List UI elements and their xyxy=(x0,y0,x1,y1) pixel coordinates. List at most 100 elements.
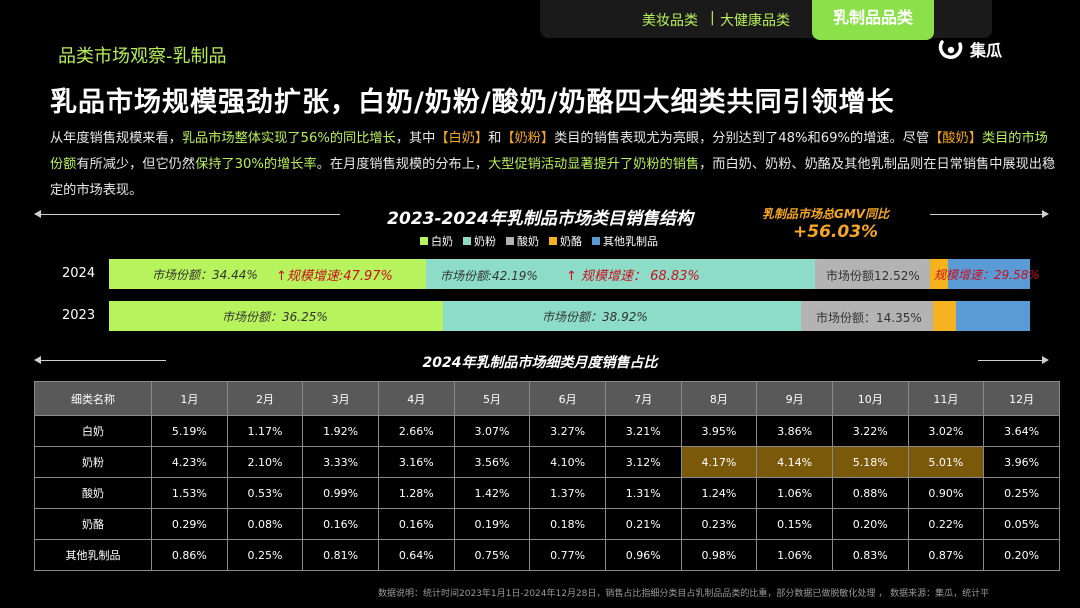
table-cell: 3.96% xyxy=(983,446,1060,478)
table-cell: 0.96% xyxy=(604,539,682,571)
table-header-cell: 2月 xyxy=(226,381,304,416)
para-text: 。在月度销售规模的分布上， xyxy=(316,157,489,172)
para-text: 和 xyxy=(488,131,502,146)
table-cell: 0.81% xyxy=(302,539,379,571)
table-cell: 0.16% xyxy=(377,508,455,540)
table-cell: 0.20% xyxy=(983,539,1060,571)
table-cell: 0.21% xyxy=(604,508,682,540)
table-cell: 1.37% xyxy=(529,477,606,509)
table-cell: 0.20% xyxy=(831,508,909,540)
table-cell: 0.90% xyxy=(907,477,985,509)
table-cell: 1.92% xyxy=(302,415,379,447)
row-category-name: 奶粉 xyxy=(34,446,152,478)
legend-swatch xyxy=(549,237,557,245)
row-category-name: 白奶 xyxy=(34,415,152,447)
bar-segment xyxy=(109,301,443,331)
tab-dairy[interactable]: 乳制品品类 xyxy=(812,0,934,40)
legend-swatch xyxy=(506,237,514,245)
label-2023-milk-share: 市场份额：36.25% xyxy=(222,310,328,324)
legend-swatch xyxy=(592,237,600,245)
para-highlight: 大型促销活动显著提升了奶粉的销售 xyxy=(488,157,700,172)
year-label-2023: 2023 xyxy=(62,308,96,323)
table-cell: 2.66% xyxy=(377,415,455,447)
bar-segment xyxy=(426,259,815,289)
arrow-right-icon xyxy=(1042,356,1049,364)
label-2024-powder-growth: ↑ 规模增速： 68.83% xyxy=(566,269,700,284)
table-header-cell: 12月 xyxy=(983,381,1060,416)
legend-label: 白奶 xyxy=(431,235,453,248)
table-cell: 3.21% xyxy=(604,415,682,447)
label-2024-yogurt-share: 市场份额12.52% xyxy=(826,269,920,283)
para-tag-yogurt: 【酸奶】 xyxy=(929,131,982,146)
table-cell: 0.25% xyxy=(983,477,1060,509)
chart-title: 2023-2024年乳制品市场类目销售结构 xyxy=(387,209,693,229)
table-cell: 0.19% xyxy=(453,508,531,540)
table-cell: 0.83% xyxy=(831,539,909,571)
table-cell: 0.25% xyxy=(226,539,304,571)
row-category-name: 其他乳制品 xyxy=(34,539,152,571)
arrow-left-icon xyxy=(34,356,41,364)
brand-logo: 集瓜 xyxy=(938,34,1002,64)
table-cell: 0.77% xyxy=(529,539,606,571)
table-title: 2024年乳制品市场细类月度销售占比 xyxy=(422,355,658,371)
table-header-cell: 9月 xyxy=(756,381,833,416)
table-cell: 0.08% xyxy=(226,508,304,540)
bar-segment xyxy=(442,301,802,331)
table-cell: 3.02% xyxy=(907,415,985,447)
bar-segment xyxy=(801,301,934,331)
legend-label: 其他乳制品 xyxy=(603,235,658,248)
bar-row-2023 xyxy=(109,301,1030,331)
legend-swatch xyxy=(420,237,428,245)
table-header-cell: 1月 xyxy=(151,381,228,416)
legend-item: 奶粉 xyxy=(463,233,496,249)
legend-item: 奶酪 xyxy=(549,233,582,249)
table-header-cell: 4月 xyxy=(377,381,455,416)
table-cell: 0.53% xyxy=(226,477,304,509)
table-cell: 1.06% xyxy=(756,477,833,509)
para-highlight: 保持了30%的增长率 xyxy=(195,157,317,172)
table-cell: 1.17% xyxy=(226,415,304,447)
label-2024-milk-growth: ↑规模增速:47.97% xyxy=(276,269,393,284)
footnote: 数据说明：统计时间2023年1月1日-2024年12月28日，销售占比指细分类目… xyxy=(378,589,990,599)
table-cell: 4.14% xyxy=(756,446,833,478)
table-cell: 5.18% xyxy=(831,446,909,478)
table-cell: 1.53% xyxy=(151,477,228,509)
table-cell: 0.64% xyxy=(377,539,455,571)
table-cell: 3.16% xyxy=(377,446,455,478)
tab-beauty[interactable]: 美妆品类 xyxy=(642,13,698,29)
table-cell: 1.42% xyxy=(453,477,531,509)
table-header-row: 细类名称 1月 2月 3月 4月 5月 6月 7月 8月 9月 10月 11月 12月 xyxy=(34,381,1060,416)
table-cell: 5.19% xyxy=(151,415,228,447)
row-category-name: 酸奶 xyxy=(34,477,152,509)
table-header-cell: 10月 xyxy=(831,381,909,416)
headline: 乳品市场规模强劲扩张，白奶/奶粉/酸奶/奶酪四大细类共同引领增长 xyxy=(50,87,895,118)
bar-segment xyxy=(948,259,1030,289)
bar-segment xyxy=(956,301,1030,331)
table-cell: 0.15% xyxy=(756,508,833,540)
legend-item: 酸奶 xyxy=(506,233,539,249)
year-label-2024: 2024 xyxy=(62,266,96,281)
table-cell: 5.01% xyxy=(907,446,985,478)
table-cell: 0.75% xyxy=(453,539,531,571)
legend-item: 白奶 xyxy=(420,233,453,249)
table-cell: 0.87% xyxy=(907,539,985,571)
table-header-cell: 7月 xyxy=(604,381,682,416)
para-tag-milk: 【白奶】 xyxy=(435,131,489,146)
label-2023-powder-share: 市场份额：38.92% xyxy=(542,310,648,324)
para-text: 类目的销售表现尤为亮眼，分别达到了48%和69%的增速。尽管 xyxy=(554,131,930,146)
para-text: ，而白奶、奶粉、奶酪及其他乳制品则在日常销售中展现出稳定的市场表现。 xyxy=(50,157,1056,198)
table-cell: 0.29% xyxy=(151,508,228,540)
table-cell: 1.31% xyxy=(604,477,682,509)
para-highlight: 类目的市场份额 xyxy=(50,131,1048,172)
table-row: 其他乳制品 0.86% 0.25% 0.81% 0.64% 0.75% 0.77% 0.96%… xyxy=(34,539,1060,571)
label-2024-milk-share: 市场份额：34.44% xyxy=(152,268,258,282)
monthly-share-table: 细类名称 1月 2月 3月 4月 5月 6月 7月 8月 9月 10月 11月 12月 白奶 5.19% 1… xyxy=(34,381,1060,571)
table-cell: 0.16% xyxy=(302,508,379,540)
table-cell: 4.23% xyxy=(151,446,228,478)
para-highlight: 乳品市场整体实现了56%的同比增长 xyxy=(181,131,396,146)
table-row: 酸奶 1.53% 0.53% 0.99% 1.28% 1.42% 1.37% 1.31% 1.2… xyxy=(34,477,1060,509)
table-cell: 3.64% xyxy=(983,415,1060,447)
table-divider-right xyxy=(978,360,1042,361)
tab-health[interactable]: 大健康品类 xyxy=(720,13,790,29)
table-row: 白奶 5.19% 1.17% 1.92% 2.66% 3.07% 3.27% 3.21% 3.9… xyxy=(34,415,1060,447)
